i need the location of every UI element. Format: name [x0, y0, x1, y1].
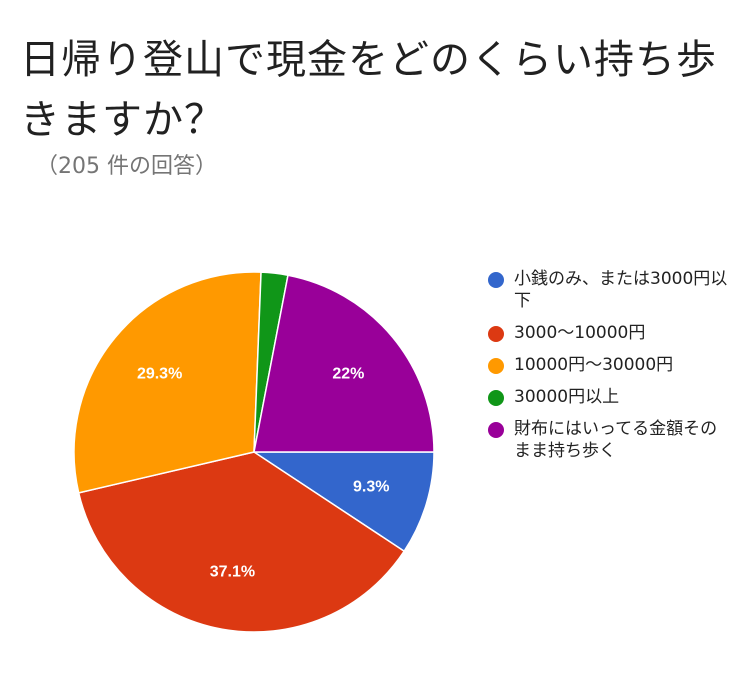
legend-color-icon [488, 390, 504, 406]
legend-color-icon [488, 422, 504, 438]
response-count: （205 件の回答） [36, 154, 217, 179]
legend-label: 10000円〜30000円 [514, 355, 674, 375]
legend-label: 財布にはいってる金額そのまま持ち歩く [514, 419, 718, 461]
legend-color-icon [488, 358, 504, 374]
pie-slices [73, 271, 435, 633]
legend-label: 3000〜10000円 [514, 323, 646, 343]
chart-legend: 小銭のみ、または3000円以下 3000〜10000円 10000円〜30000円 3… [488, 268, 728, 472]
legend-item-1[interactable]: 小銭のみ、または3000円以下 [488, 268, 728, 312]
chart-title: 日帰り登山で現金をどのくらい持ち歩きますか？ [20, 37, 717, 143]
legend-item-4[interactable]: 30000円以上 [488, 386, 728, 408]
pie-slice-1[interactable] [251, 451, 435, 553]
legend-color-icon [488, 326, 504, 342]
legend-item-2[interactable]: 3000〜10000円 [488, 322, 728, 344]
slice-data-label-5: 22% [332, 365, 364, 382]
legend-item-5[interactable]: 財布にはいってる金額そのまま持ち歩く [488, 418, 728, 462]
pie-slice-5[interactable] [253, 274, 435, 453]
legend-label: 小銭のみ、または3000円以下 [514, 269, 728, 311]
slice-data-label-3: 29.3% [137, 365, 182, 382]
legend-color-icon [488, 272, 504, 288]
legend-label: 30000円以上 [514, 387, 620, 407]
slice-data-label-2: 37.1% [210, 564, 255, 581]
pie-labels: 9.3% 37.1% 29.3% 22% [137, 365, 390, 580]
pie-slice-2[interactable] [77, 451, 406, 633]
slice-data-label-1: 9.3% [353, 478, 389, 495]
legend-item-3[interactable]: 10000円〜30000円 [488, 354, 728, 376]
pie-slice-3[interactable] [73, 271, 262, 494]
